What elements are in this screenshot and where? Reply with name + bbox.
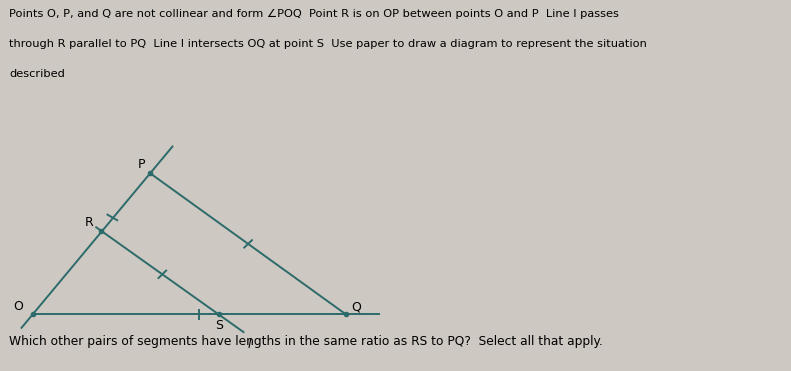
Text: R: R <box>85 216 93 229</box>
Text: described: described <box>9 69 66 79</box>
Text: Points O, P, and Q are not collinear and form ∠POQ  Point R is on OP between poi: Points O, P, and Q are not collinear and… <box>9 9 619 19</box>
Text: P: P <box>138 158 145 171</box>
Text: Which other pairs of segments have lengths in the same ratio as RS to PQ?  Selec: Which other pairs of segments have lengt… <box>9 335 604 348</box>
Text: through R parallel to PQ  Line l intersects OQ at point S  Use paper to draw a d: through R parallel to PQ Line l intersec… <box>9 39 647 49</box>
Text: S: S <box>214 319 223 332</box>
Text: O: O <box>13 301 23 313</box>
Text: Q: Q <box>351 301 361 313</box>
Text: l: l <box>248 338 252 351</box>
